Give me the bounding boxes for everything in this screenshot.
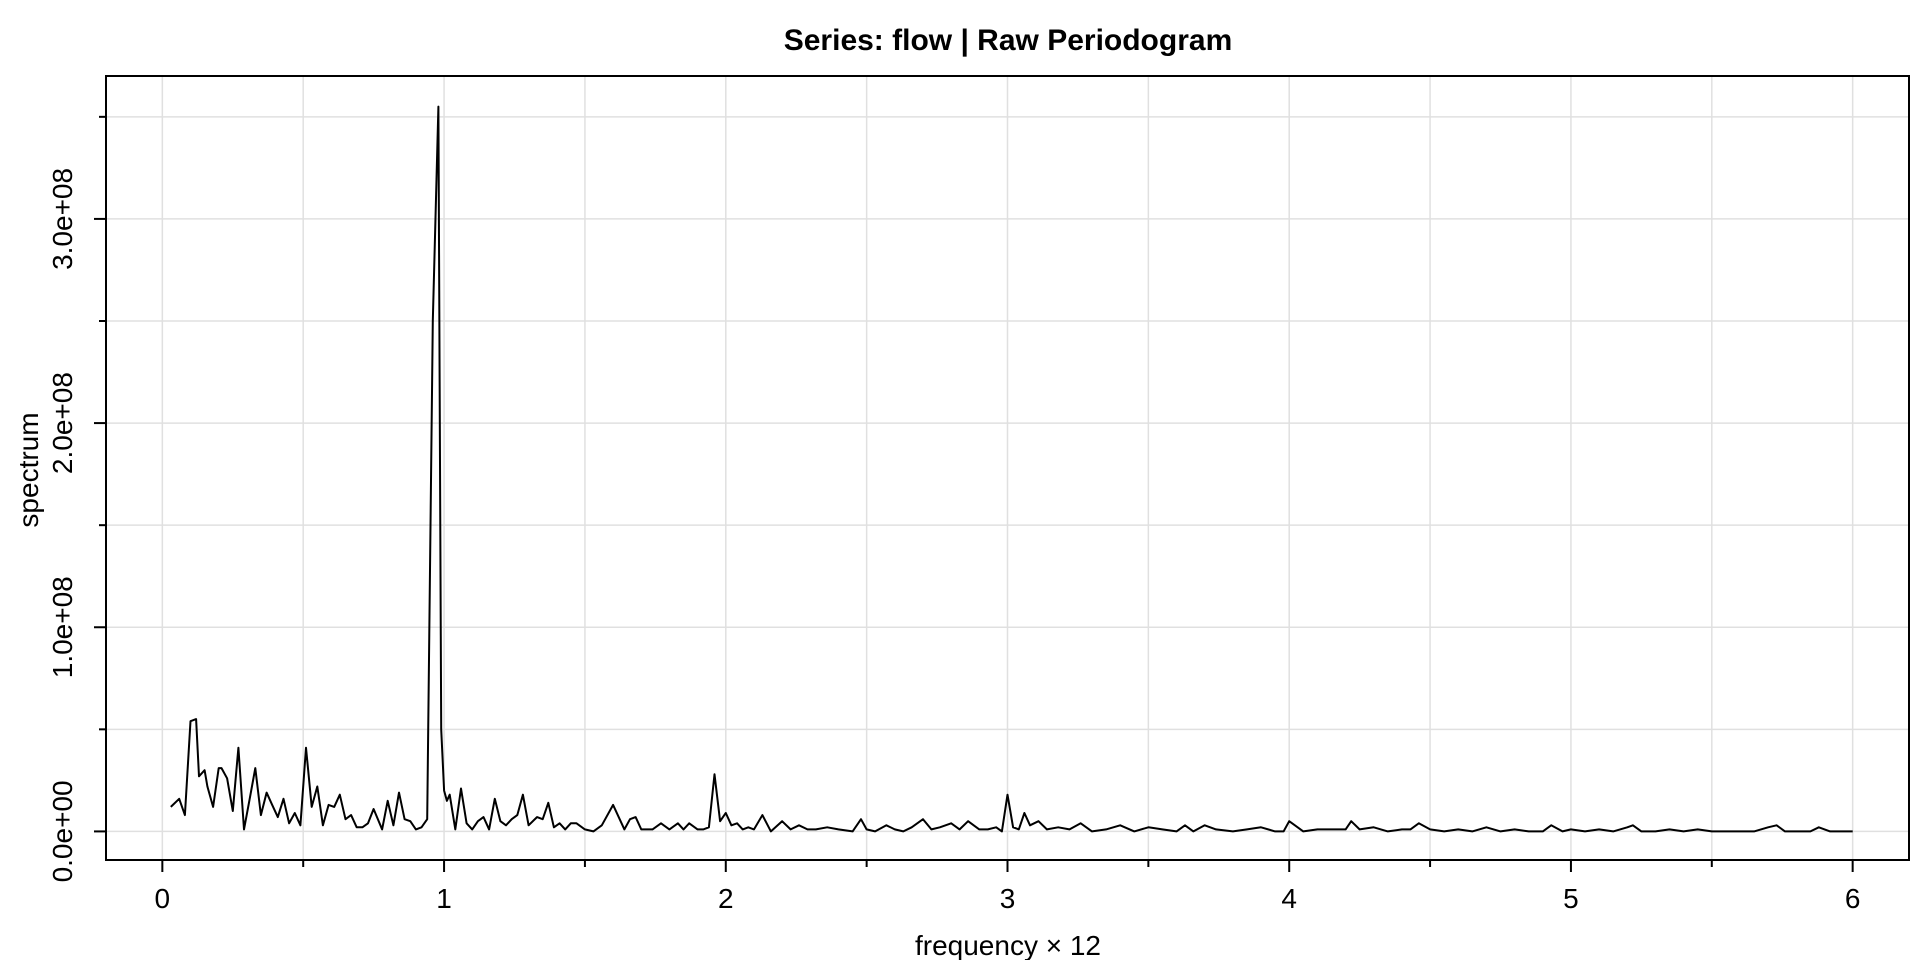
y-tick-label: 0.0e+00 (47, 780, 78, 882)
x-tick-label: 1 (436, 883, 452, 914)
x-tick-label: 3 (1000, 883, 1016, 914)
x-tick-label: 0 (155, 883, 171, 914)
x-tick-label: 5 (1563, 883, 1579, 914)
x-axis: 0 1 2 3 4 5 6 (155, 860, 1861, 914)
y-axis: 0.0e+00 1.0e+08 2.0e+08 3.0e+08 (47, 115, 106, 882)
chart-title: Series: flow | Raw Periodogram (784, 24, 1233, 57)
x-tick-label: 2 (718, 883, 734, 914)
x-axis-label: frequency × 12 (915, 930, 1101, 960)
x-tick-label: 4 (1281, 883, 1297, 914)
series-line-flow (170, 105, 1853, 833)
grid-lines (106, 76, 1909, 860)
y-tick-label: 2.0e+08 (47, 372, 78, 474)
y-axis-label: spectrum (13, 412, 44, 527)
y-tick-label: 1.0e+08 (47, 576, 78, 678)
x-tick-label: 6 (1845, 883, 1861, 914)
y-tick-label: 3.0e+08 (47, 168, 78, 270)
